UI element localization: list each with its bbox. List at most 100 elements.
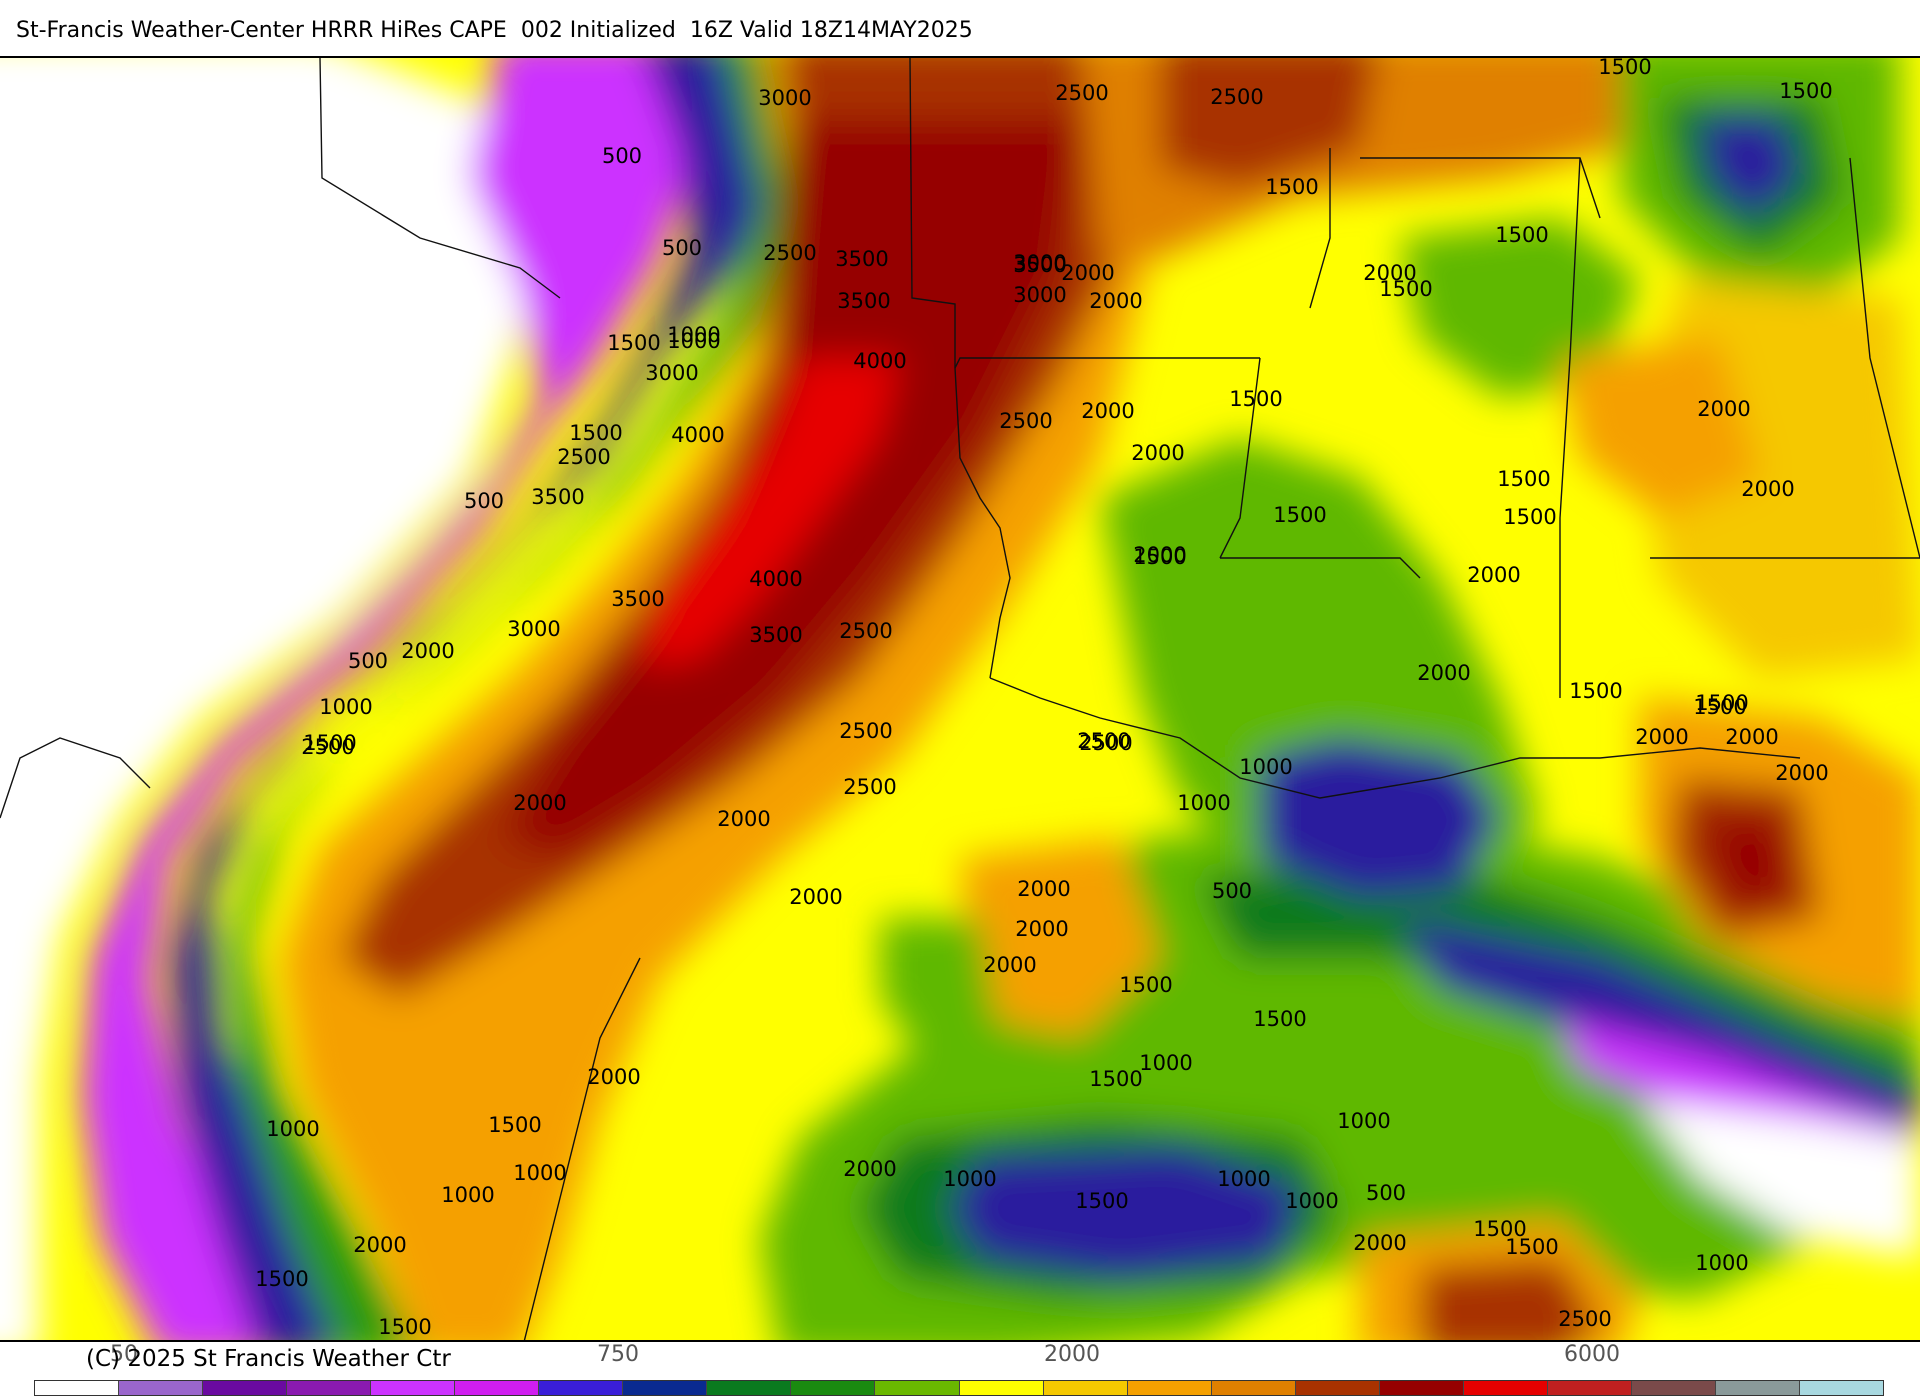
colorbar-swatch bbox=[119, 1381, 204, 1395]
contour-label: 2000 bbox=[1417, 661, 1470, 685]
legend-tick-label: 2000 bbox=[1044, 1342, 1100, 1367]
contour-label: 4000 bbox=[749, 567, 802, 591]
contour-label: 2000 bbox=[1363, 261, 1416, 285]
contour-label: 1000 bbox=[943, 1167, 996, 1191]
contour-label: 3500 bbox=[611, 587, 664, 611]
contour-label: 3500 bbox=[1013, 253, 1066, 277]
legend-tick-label: 6000 bbox=[1564, 1342, 1620, 1367]
contour-label: 2000 bbox=[1697, 397, 1750, 421]
contour-label: 2000 bbox=[1015, 917, 1068, 941]
contour-label: 1500 bbox=[1265, 175, 1318, 199]
contour-label: 2500 bbox=[557, 445, 610, 469]
contour-label: 1500 bbox=[1229, 387, 1282, 411]
contour-label: 500 bbox=[348, 649, 388, 673]
contour-label: 1000 bbox=[266, 1117, 319, 1141]
contour-label: 3000 bbox=[507, 617, 560, 641]
contour-label: 1500 bbox=[255, 1267, 308, 1291]
contour-label: 1500 bbox=[1473, 1217, 1526, 1241]
contour-label: 2000 bbox=[587, 1065, 640, 1089]
contour-label: 2000 bbox=[1133, 543, 1186, 567]
contour-label: 1500 bbox=[1075, 1189, 1128, 1213]
contour-label: 2500 bbox=[999, 409, 1052, 433]
contour-label: 1500 bbox=[1089, 1067, 1142, 1091]
contour-label: 1500 bbox=[1779, 79, 1832, 103]
contour-label: 2500 bbox=[1210, 85, 1263, 109]
contour-label: 1000 bbox=[441, 1183, 494, 1207]
contour-label: 1000 bbox=[1695, 1251, 1748, 1275]
political-boundaries bbox=[0, 58, 1920, 1340]
colorbar-swatch bbox=[1631, 1381, 1716, 1395]
contour-label: 3000 bbox=[758, 86, 811, 110]
contour-label: 2500 bbox=[1055, 81, 1108, 105]
colorbar-swatch bbox=[1463, 1381, 1548, 1395]
contour-label: 500 bbox=[1212, 879, 1252, 903]
contour-label: 500 bbox=[602, 144, 642, 168]
colorbar-swatch bbox=[1715, 1381, 1800, 1395]
colorbar-swatch bbox=[1547, 1381, 1632, 1395]
contour-label: 2500 bbox=[763, 241, 816, 265]
contour-label: 3000 bbox=[1013, 251, 1066, 275]
colorbar-swatch bbox=[791, 1381, 876, 1395]
cape-band-3500-plus bbox=[640, 358, 900, 668]
colorbar-swatch bbox=[959, 1381, 1044, 1395]
contour-label: 2000 bbox=[1081, 399, 1134, 423]
contour-label: 1500 bbox=[1253, 1007, 1306, 1031]
colorbar-swatch bbox=[875, 1381, 960, 1395]
cape-field bbox=[0, 58, 1920, 1340]
legend-tick-labels: 50 750 2000 6000 bbox=[0, 1340, 1920, 1380]
colorbar-swatch bbox=[455, 1381, 540, 1395]
contour-label: 1500 bbox=[303, 731, 356, 755]
contour-label: 2000 bbox=[1725, 725, 1778, 749]
contour-label: 500 bbox=[464, 489, 504, 513]
contour-label: 1500 bbox=[1693, 695, 1746, 719]
contour-label: 2500 bbox=[1558, 1307, 1611, 1331]
chart-title: St-Francis Weather-Center HRRR HiRes CAP… bbox=[16, 18, 973, 43]
contour-label: 2000 bbox=[1741, 477, 1794, 501]
contour-label: 1500 bbox=[1598, 58, 1651, 79]
contour-label: 1500 bbox=[1497, 467, 1550, 491]
contour-label: 2500 bbox=[1079, 731, 1132, 755]
contour-label: 4000 bbox=[853, 349, 906, 373]
colorbar-swatch bbox=[203, 1381, 288, 1395]
cape-colorbar bbox=[34, 1380, 1884, 1396]
contour-label: 2000 bbox=[1089, 289, 1142, 313]
cape-band-750-1000 bbox=[170, 58, 780, 1340]
colorbar-swatch bbox=[1043, 1381, 1128, 1395]
colorbar-swatch bbox=[1295, 1381, 1380, 1395]
contour-label: 1500 bbox=[488, 1113, 541, 1137]
contour-label: 2000 bbox=[353, 1233, 406, 1257]
colorbar-swatch bbox=[539, 1381, 624, 1395]
contour-label: 1000 bbox=[1239, 755, 1292, 779]
contour-label: 1500 bbox=[1379, 277, 1432, 301]
copyright-text: (C) 2025 St Francis Weather Ctr bbox=[86, 1346, 451, 1372]
contour-label: 500 bbox=[1366, 1181, 1406, 1205]
contour-label: 2000 bbox=[717, 807, 770, 831]
contour-label: 1500 bbox=[1569, 679, 1622, 703]
contour-label: 1500 bbox=[1273, 503, 1326, 527]
contour-label: 2500 bbox=[839, 719, 892, 743]
legend-tick-label: 50 bbox=[110, 1342, 138, 1367]
colorbar-swatch bbox=[287, 1381, 372, 1395]
contour-label: 2000 bbox=[843, 1157, 896, 1181]
contour-label: 3500 bbox=[531, 485, 584, 509]
contour-label: 2000 bbox=[1775, 761, 1828, 785]
contour-label: 2500 bbox=[843, 775, 896, 799]
contour-label: 2000 bbox=[1017, 877, 1070, 901]
contour-label: 3500 bbox=[749, 623, 802, 647]
contour-label: 1000 bbox=[513, 1161, 566, 1185]
contour-label: 2000 bbox=[1353, 1231, 1406, 1255]
contour-label: 2000 bbox=[983, 953, 1036, 977]
contour-label: 2000 bbox=[513, 791, 566, 815]
cape-band-1250-1500 bbox=[230, 58, 820, 1340]
contour-label: 1500 bbox=[1133, 545, 1186, 569]
cape-band-0-250 bbox=[0, 58, 560, 1340]
contour-label: 2000 bbox=[789, 885, 842, 909]
contour-label: 2500 bbox=[1077, 729, 1130, 753]
colorbar-swatch bbox=[707, 1381, 792, 1395]
contour-label: 1000 bbox=[1217, 1167, 1270, 1191]
colorbar-swatch bbox=[371, 1381, 456, 1395]
contour-label: 1500 bbox=[569, 421, 622, 445]
contour-label: 1500 bbox=[607, 331, 660, 355]
colorbar-swatch bbox=[1127, 1381, 1212, 1395]
contour-label: 1500 bbox=[378, 1315, 431, 1339]
